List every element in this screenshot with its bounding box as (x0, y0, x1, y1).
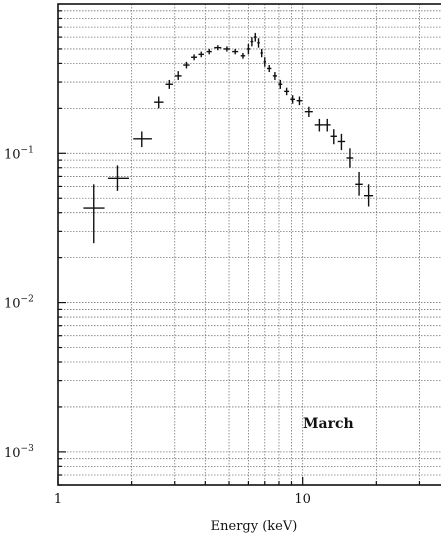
data-point (133, 131, 152, 148)
data-point (330, 129, 337, 145)
annotation-march: March (303, 416, 354, 432)
data-point (83, 184, 105, 244)
data-point (223, 46, 231, 52)
data-point (363, 184, 374, 207)
data-point (267, 65, 272, 73)
data-point (165, 79, 173, 89)
data-point (198, 51, 204, 58)
data-point (296, 96, 303, 106)
data-point (174, 71, 182, 80)
data-point (250, 37, 254, 47)
x-axis-label: Energy (keV) (211, 519, 298, 534)
data-point (263, 57, 266, 67)
data-point (355, 171, 363, 196)
data-point (214, 45, 222, 51)
data-point (260, 48, 263, 58)
data-point (154, 96, 164, 109)
data-point (206, 48, 212, 55)
data-point (314, 118, 324, 132)
x-tick-label: 1 (54, 492, 62, 507)
data-point (304, 106, 313, 118)
data-point (246, 43, 251, 55)
y-tick-label: 10−3 (4, 444, 34, 461)
data-point (278, 79, 283, 89)
data-point (337, 133, 346, 151)
data-point (257, 38, 260, 48)
data-point (323, 118, 331, 132)
grid-lines (58, 4, 441, 486)
data-point (183, 61, 190, 69)
data-point (284, 87, 290, 96)
data-point (253, 32, 257, 42)
data-point (232, 48, 239, 55)
axis-ticks (57, 10, 421, 486)
tick-labels: 10−3 10−2 10−1 1 10 (4, 145, 311, 507)
data-points (83, 32, 374, 244)
x-tick-label: 10 (294, 492, 311, 507)
y-tick-label: 10−1 (4, 145, 34, 162)
data-point (107, 165, 129, 191)
data-point (191, 54, 198, 61)
data-point (240, 52, 246, 59)
data-point (346, 148, 354, 168)
data-point (272, 72, 277, 80)
data-point (290, 95, 295, 104)
plot-frame (57, 3, 441, 486)
y-tick-label: 10−2 (4, 295, 34, 312)
